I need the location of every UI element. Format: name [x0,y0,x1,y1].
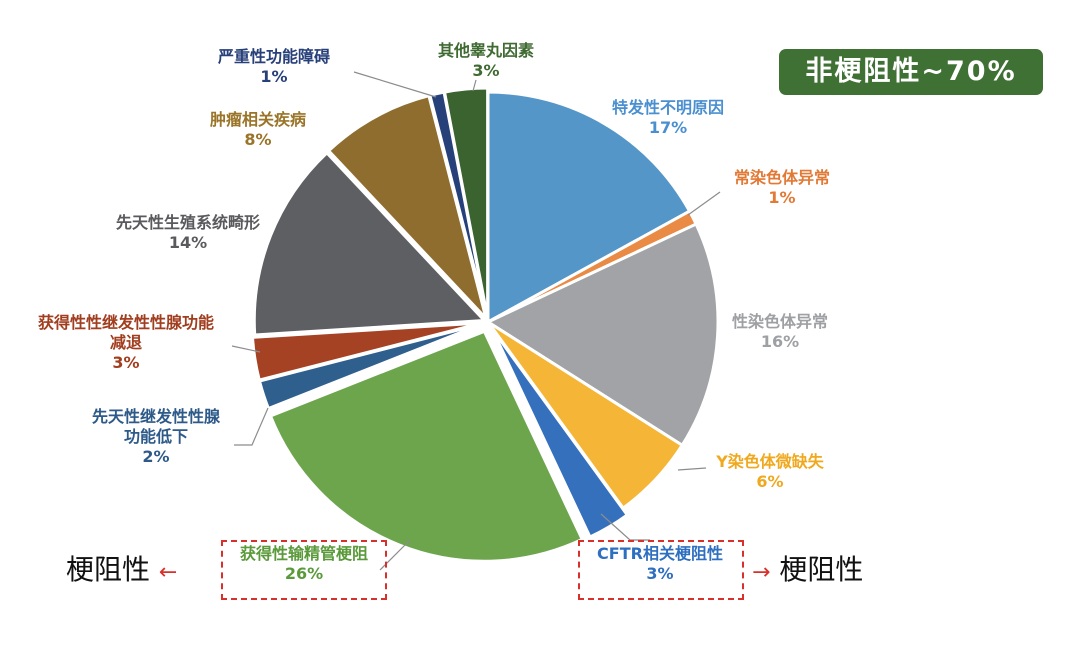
slice-name-label: 肿瘤相关疾病 [210,110,306,129]
leader-line [677,467,707,471]
highlight-box-acquired-obstruction [221,540,387,600]
slice-name-label: 先天性生殖系统畸形 [116,213,260,232]
slice-name-label: 其他睾丸因素 [438,41,534,60]
slice-value-label: 3% [472,61,499,80]
leader-line [472,79,477,92]
slice-name-label: 获得性性继发性性腺功能减退 [38,313,214,352]
arrow-right-icon: → [752,560,771,585]
leader-line [353,71,437,98]
slice-labels: 特发性不明原因17%常染色体异常1%性染色体异常16%Y染色体微缺失6%CFTR… [38,41,830,583]
slice-value-label: 3% [112,353,139,372]
pie-slice [268,329,584,563]
slice-value-label: 3% [646,564,673,583]
leader-line [231,345,261,353]
arrow-left-icon: ← [158,560,178,585]
slice-name-label: 先天性继发性性腺功能低下 [92,407,221,446]
slice-name-label: 获得性输精管梗阻 [240,544,368,563]
slice-value-label: 17% [649,118,687,137]
slice-value-label: 26% [285,564,323,583]
pie-slice [490,327,629,539]
pie-slice [486,222,720,447]
non-obstructive-badge: 非梗阻性~70% [779,49,1043,95]
pie-slice [327,94,488,320]
obstructive-label-right: 梗阻性 [779,553,864,586]
slice-value-label: 8% [244,130,271,149]
slice-name-label: Y染色体微缺失 [715,452,825,471]
slice-value-label: 1% [260,67,287,86]
slice-value-label: 14% [169,233,207,252]
slice-name-label: 特发性不明原因 [612,98,724,117]
slice-name-label: 性染色体异常 [732,312,828,331]
slice-name-label: CFTR相关梗阻性 [597,544,723,563]
leader-line [234,407,269,446]
pie-slice [251,321,484,382]
slice-value-label: 1% [768,188,795,207]
obstructive-label-left: 梗阻性 [66,553,151,586]
slice-value-label: 2% [142,447,169,466]
slice-name-label: 常染色体异常 [734,168,830,187]
slice-value-label: 6% [756,472,783,491]
slice-value-label: 16% [761,332,799,351]
slice-name-label: 严重性功能障碍 [217,47,330,66]
highlight-box-cftr [578,540,744,600]
pie-slices [251,86,720,563]
pie-slice [443,86,490,320]
obstructive-callout-left: 梗阻性 ← [66,555,177,588]
leader-line [687,191,721,216]
pie-slice [252,151,486,337]
obstructive-callout-right: → 梗阻性 [752,555,863,588]
pie-slice [486,90,692,324]
